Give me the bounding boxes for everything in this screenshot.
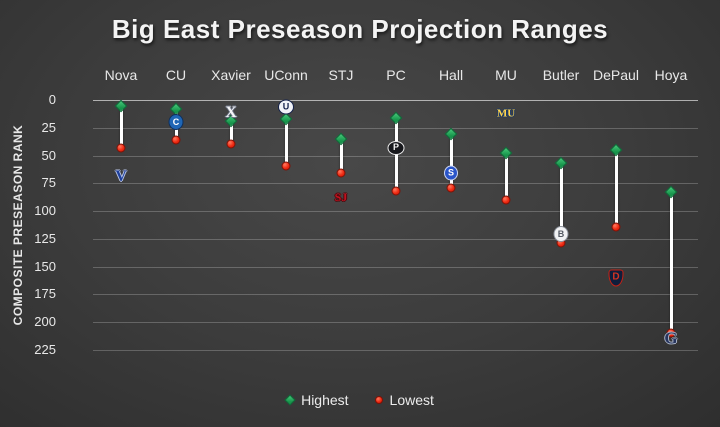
legend: Highest Lowest bbox=[0, 390, 720, 410]
creighton-bluejay-logo: C bbox=[168, 114, 184, 131]
y-tick-label-150: 150 bbox=[34, 258, 56, 274]
legend-label-lowest: Lowest bbox=[389, 392, 434, 408]
highest-marker-nova bbox=[114, 99, 128, 112]
providence-friar-logo: P bbox=[387, 140, 405, 155]
range-line-hall bbox=[449, 134, 453, 188]
gridline-0 bbox=[93, 100, 698, 101]
team-label-xavier: Xavier bbox=[211, 67, 251, 83]
seton-hall-pirate-logo: S bbox=[444, 165, 458, 181]
lowest-marker-hoya bbox=[666, 328, 676, 338]
y-tick-label-225: 225 bbox=[34, 342, 56, 357]
y-tick-label-100: 100 bbox=[34, 203, 56, 219]
team-label-nova: Nova bbox=[104, 67, 138, 83]
lowest-marker-cu bbox=[171, 135, 181, 145]
range-line-uconn bbox=[284, 118, 288, 166]
team-label-mu: MU bbox=[495, 67, 517, 83]
team-label-butler: Butler bbox=[542, 67, 580, 83]
legend-item-highest: Highest bbox=[284, 392, 349, 408]
y-tick-label-25: 25 bbox=[41, 119, 56, 135]
lowest-marker-nova bbox=[116, 143, 126, 153]
marquette-mu-logo: MU bbox=[496, 107, 516, 120]
range-line-butler bbox=[559, 163, 563, 244]
highest-marker-stj bbox=[334, 132, 348, 146]
highest-marker-butler bbox=[554, 156, 568, 170]
lowest-marker-depaul bbox=[611, 222, 621, 232]
highest-marker-hoya bbox=[664, 185, 678, 199]
highest-marker-uconn bbox=[279, 112, 293, 126]
uconn-husky-logo: U bbox=[278, 99, 294, 115]
range-line-stj bbox=[339, 138, 343, 174]
legend-item-lowest: Lowest bbox=[374, 392, 434, 408]
gridline-125 bbox=[93, 238, 698, 240]
gridline-225 bbox=[93, 350, 698, 351]
y-tick-label-75: 75 bbox=[41, 175, 56, 191]
villanova-v-logo: V bbox=[115, 167, 127, 185]
highest-marker-hall bbox=[444, 128, 458, 141]
y-tick-label-175: 175 bbox=[34, 286, 56, 302]
lowest-marker-mu bbox=[501, 195, 511, 205]
y-tick-label-0: 0 bbox=[48, 92, 56, 107]
y-tick-label-200: 200 bbox=[34, 314, 56, 330]
georgetown-g-logo: G bbox=[664, 328, 678, 348]
gridline-175 bbox=[93, 294, 698, 296]
lowest-marker-xavier bbox=[226, 139, 236, 149]
highest-marker-pc bbox=[389, 111, 403, 125]
highest-marker-depaul bbox=[609, 143, 623, 157]
team-label-stj: STJ bbox=[328, 67, 354, 83]
y-tick-label-125: 125 bbox=[34, 230, 56, 246]
legend-label-highest: Highest bbox=[301, 392, 349, 408]
range-line-mu bbox=[504, 153, 508, 200]
lowest-marker-hall bbox=[446, 183, 456, 193]
team-label-hoya: Hoya bbox=[654, 67, 688, 83]
team-label-depaul: DePaul bbox=[593, 67, 639, 83]
lowest-dot-icon bbox=[374, 396, 383, 404]
chart-title: Big East Preseason Projection Ranges bbox=[111, 14, 609, 44]
highest-diamond-icon bbox=[284, 394, 296, 406]
team-label-uconn: UConn bbox=[264, 67, 308, 83]
range-line-nova bbox=[119, 105, 123, 148]
gridline-200 bbox=[93, 322, 698, 324]
range-line-depaul bbox=[614, 150, 618, 227]
gridline-100 bbox=[93, 211, 698, 213]
y-tick-label-50: 50 bbox=[41, 147, 56, 163]
butler-bulldog-logo: B bbox=[553, 226, 569, 243]
team-label-hall: Hall bbox=[438, 67, 464, 83]
highest-marker-mu bbox=[499, 146, 513, 160]
depaul-demon-logo: D bbox=[608, 269, 624, 287]
xavier-x-logo: X bbox=[225, 104, 237, 122]
team-label-pc: PC bbox=[386, 67, 406, 83]
gridline-150 bbox=[93, 266, 698, 268]
team-label-cu: CU bbox=[165, 67, 187, 83]
range-line-xavier bbox=[229, 121, 233, 145]
lowest-marker-stj bbox=[336, 168, 346, 178]
st-johns-sj-logo: SJ bbox=[334, 189, 348, 204]
range-line-hoya bbox=[669, 192, 673, 334]
lowest-marker-uconn bbox=[281, 161, 291, 171]
lowest-marker-pc bbox=[391, 186, 401, 196]
